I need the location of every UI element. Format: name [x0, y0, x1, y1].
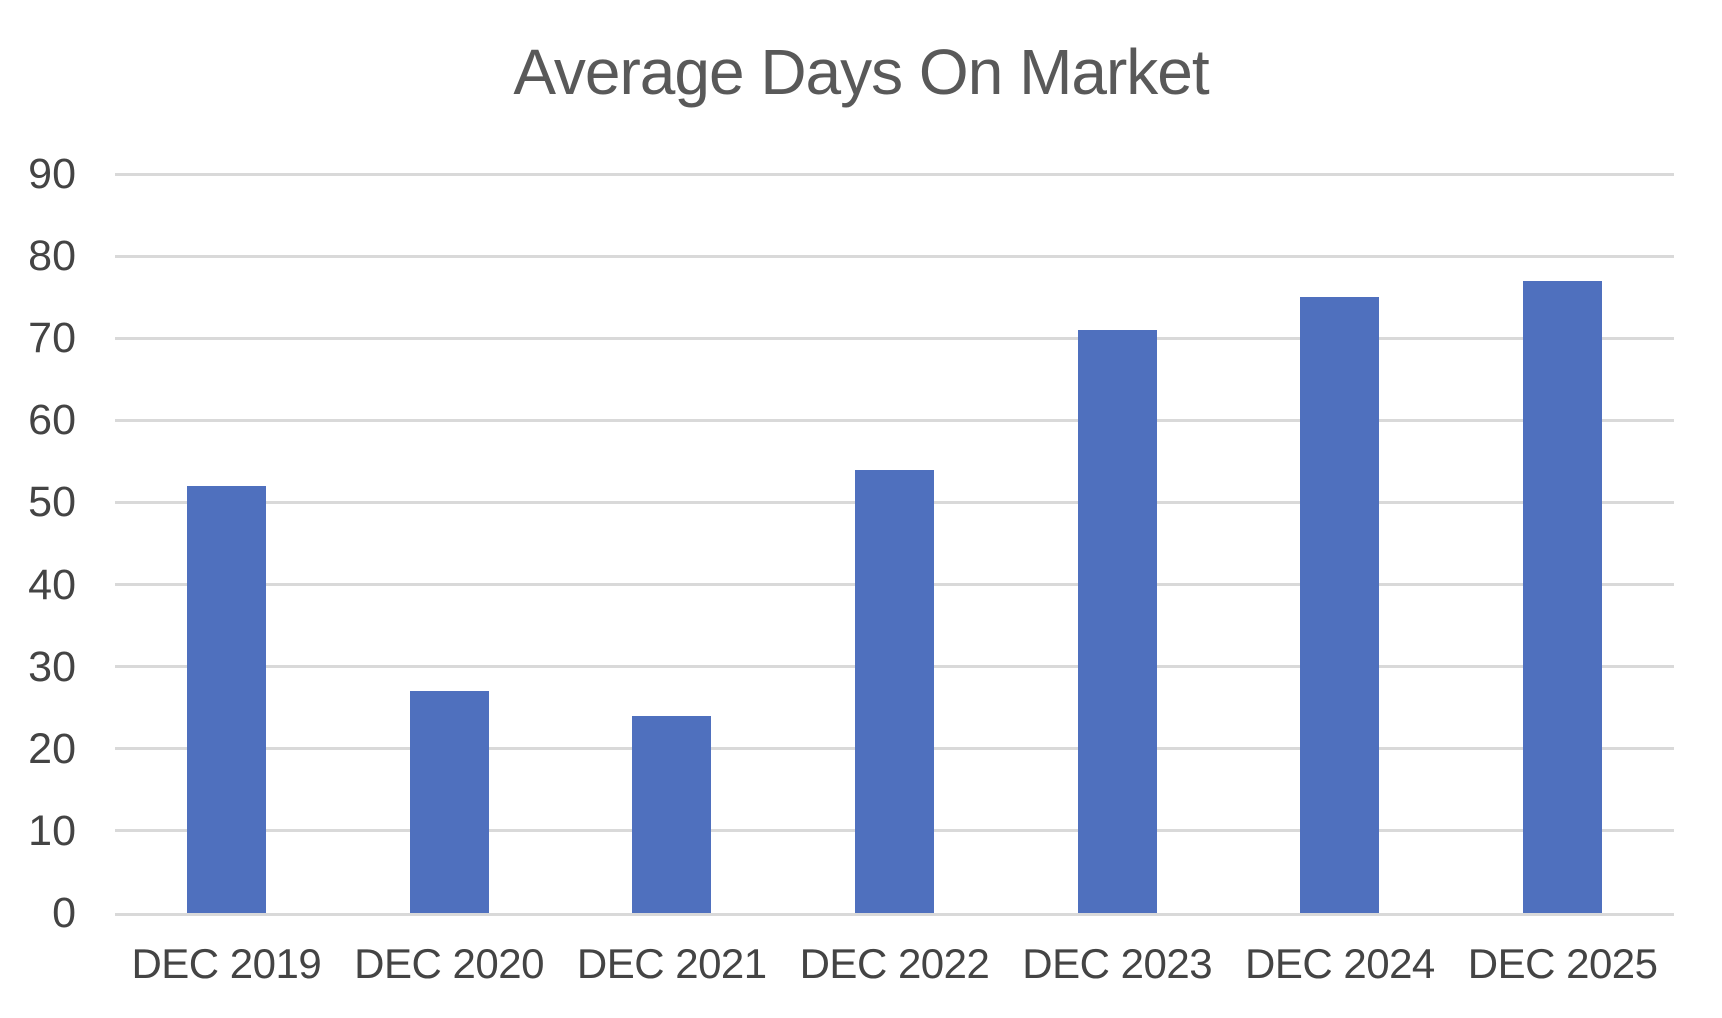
- bar-dec-2023: [1077, 330, 1157, 913]
- gridline-80: [115, 254, 1674, 258]
- chart-title: Average Days On Market: [513, 36, 1209, 108]
- y-tick-label-70: 70: [28, 314, 76, 363]
- y-tick-label-90: 90: [28, 150, 76, 198]
- x-tick-label-dec-2021: DEC 2021: [576, 940, 767, 987]
- gridline-90: [115, 172, 1674, 176]
- y-tick-label-0: 0: [52, 889, 76, 937]
- x-tick-label-dec-2023: DEC 2023: [1022, 940, 1213, 987]
- y-tick-label-80: 80: [28, 232, 76, 281]
- y-tick-label-20: 20: [28, 724, 76, 773]
- y-tick-label-50: 50: [28, 478, 76, 527]
- x-tick-label-dec-2022: DEC 2022: [799, 940, 990, 987]
- x-tick-label-dec-2019: DEC 2019: [131, 940, 322, 987]
- x-tick-label-dec-2020: DEC 2020: [354, 940, 544, 987]
- bar-dec-2020: [409, 691, 489, 913]
- bar-dec-2021: [632, 715, 712, 913]
- x-tick-label-dec-2025: DEC 2025: [1467, 940, 1658, 987]
- gridline-70: [115, 336, 1674, 340]
- y-tick-label-30: 30: [28, 642, 76, 691]
- bar-dec-2024: [1300, 297, 1380, 913]
- plot-area: [115, 172, 1674, 916]
- bar-dec-2022: [855, 469, 934, 913]
- x-tick-label-dec-2024: DEC 2024: [1245, 940, 1435, 987]
- y-tick-label-10: 10: [28, 806, 76, 855]
- gridline-60: [115, 418, 1674, 422]
- bar-dec-2025: [1523, 280, 1603, 913]
- y-tick-label-60: 60: [28, 396, 76, 445]
- bar-dec-2019: [186, 486, 266, 913]
- y-tick-label-40: 40: [28, 560, 76, 609]
